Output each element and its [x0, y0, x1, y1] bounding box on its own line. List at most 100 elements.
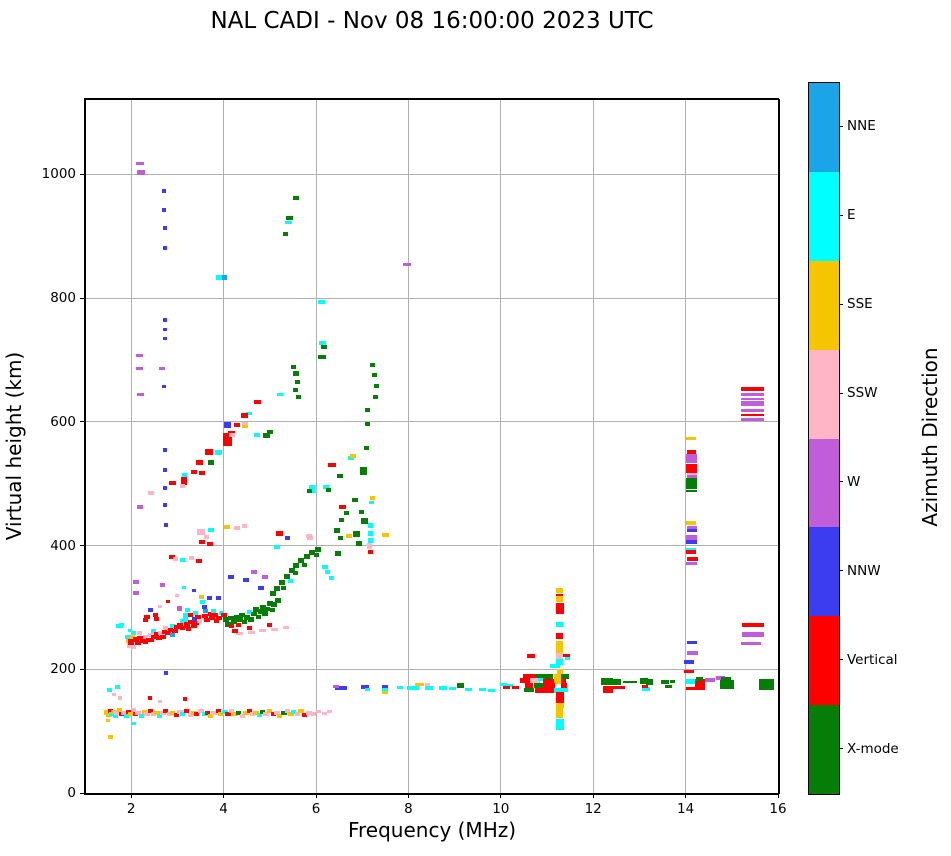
data-point [686, 548, 697, 551]
data-point [135, 641, 142, 646]
data-point [556, 705, 564, 714]
data-point [248, 616, 255, 622]
data-point [670, 680, 676, 684]
data-point [111, 692, 116, 696]
colorbar-tick-mark [839, 392, 843, 394]
data-point [555, 702, 564, 708]
data-point [242, 711, 249, 716]
data-point [355, 540, 362, 546]
data-point [403, 263, 411, 267]
data-point [641, 685, 648, 689]
data-point [161, 630, 167, 635]
data-point [343, 511, 349, 516]
data-point [162, 337, 167, 341]
data-point [488, 688, 496, 692]
data-point [320, 345, 327, 350]
data-point [721, 677, 732, 682]
data-point [309, 549, 316, 555]
data-point [220, 613, 227, 618]
data-point [182, 696, 187, 701]
data-point [184, 709, 190, 714]
data-point [201, 605, 207, 610]
data-point [741, 642, 762, 646]
data-point [555, 718, 564, 725]
data-point [176, 622, 183, 627]
data-point [382, 688, 389, 692]
data-point [202, 608, 208, 613]
data-point [686, 650, 698, 655]
data-point [556, 669, 563, 675]
data-point [133, 591, 140, 596]
data-point [560, 673, 569, 679]
data-point [524, 688, 535, 693]
data-point [292, 571, 298, 576]
plot-spine-bottom [84, 793, 779, 795]
data-point [368, 500, 374, 504]
data-point [601, 677, 614, 685]
y-tick-mark [80, 545, 84, 547]
data-point [190, 623, 197, 628]
data-point [142, 635, 148, 640]
data-point [209, 615, 216, 620]
data-point [260, 709, 266, 714]
data-point [686, 450, 696, 455]
x-tick-label: 8 [404, 801, 413, 817]
data-point [291, 709, 297, 714]
data-point [556, 632, 564, 639]
data-point [259, 605, 266, 610]
data-point [266, 601, 273, 607]
data-point [163, 709, 169, 714]
data-point [246, 610, 252, 615]
data-point [139, 638, 146, 643]
data-point [364, 445, 370, 450]
data-point [339, 505, 347, 510]
data-point [686, 550, 697, 555]
data-point [106, 718, 111, 722]
data-point [225, 711, 232, 716]
data-point [333, 527, 340, 533]
colorbar-segment-NNE [809, 83, 839, 172]
data-point [215, 596, 221, 601]
data-point [623, 681, 638, 684]
data-point [169, 555, 176, 560]
data-point [277, 713, 283, 718]
data-point [664, 685, 672, 689]
data-point [145, 637, 152, 642]
data-point [278, 580, 285, 586]
data-point [611, 678, 622, 685]
data-point [155, 636, 162, 641]
data-point [194, 711, 200, 716]
data-point [262, 432, 270, 438]
data-point [283, 574, 290, 579]
data-point [353, 531, 361, 538]
data-point [225, 621, 232, 627]
colorbar-segment-SSE [809, 260, 839, 350]
data-point [687, 529, 698, 533]
data-point [161, 384, 166, 388]
colorbar-category-label: NNW [847, 562, 881, 579]
data-point [318, 354, 327, 359]
x-tick-label: 2 [126, 801, 136, 817]
data-point [234, 422, 241, 427]
data-point [612, 686, 625, 690]
data-point [151, 635, 158, 640]
data-point [243, 614, 250, 620]
colorbar-tick-mark [839, 748, 843, 750]
x-gridline [130, 99, 132, 793]
colorbar-category-label: X-mode [847, 740, 899, 757]
data-point [250, 612, 257, 617]
colorbar-segment-SSW [809, 349, 839, 439]
data-point [197, 708, 204, 713]
data-point [199, 471, 206, 476]
x-gridline [500, 99, 502, 793]
data-point [338, 517, 344, 522]
data-point [118, 712, 124, 717]
data-point [499, 682, 507, 686]
data-point [247, 630, 255, 634]
data-point [135, 710, 142, 715]
data-point [686, 678, 697, 684]
data-point [284, 709, 290, 714]
data-point [284, 221, 292, 225]
data-point [318, 341, 326, 346]
